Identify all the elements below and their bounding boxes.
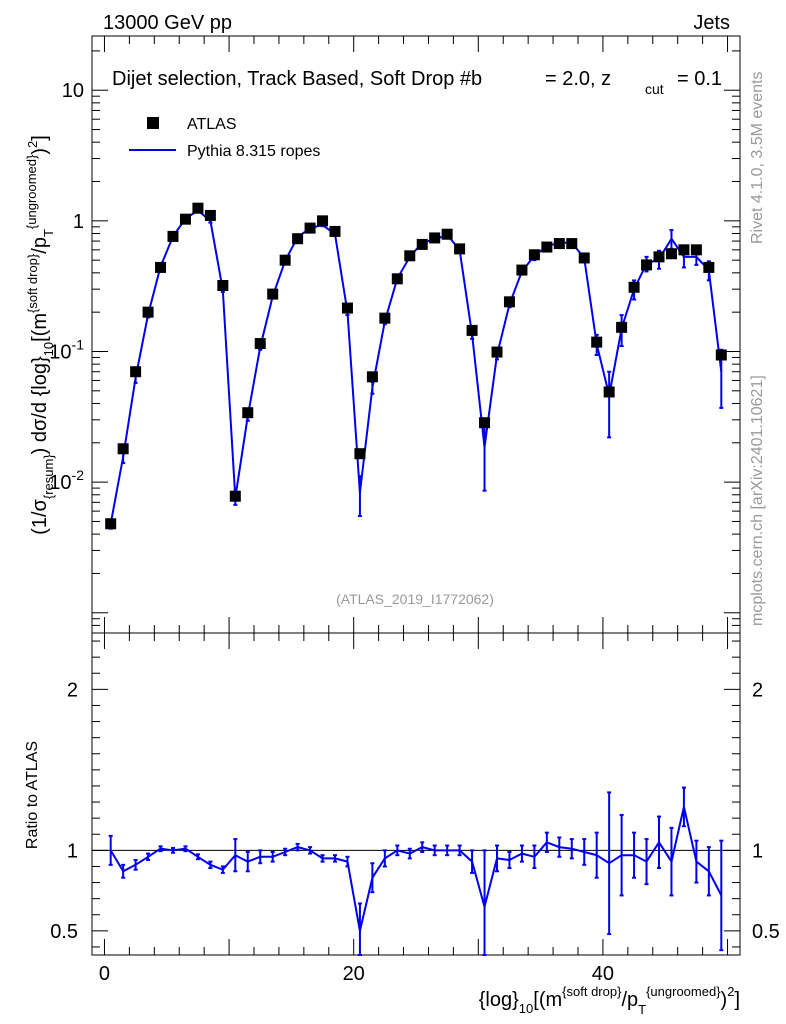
atlas-data-point bbox=[179, 213, 191, 225]
atlas-data-point bbox=[229, 490, 241, 502]
atlas-data-point bbox=[404, 250, 416, 262]
atlas-data-point bbox=[117, 443, 129, 455]
atlas-data-point bbox=[254, 338, 266, 350]
atlas-data-point bbox=[553, 238, 565, 250]
legend-mc-label: Pythia 8.315 ropes bbox=[187, 143, 320, 160]
atlas-data-point bbox=[292, 233, 304, 245]
atlas-data-point bbox=[703, 261, 715, 273]
atlas-data-point bbox=[167, 230, 179, 242]
atlas-data-point bbox=[366, 371, 378, 383]
atlas-data-point bbox=[678, 244, 690, 256]
legend-atlas-label: ATLAS bbox=[187, 116, 237, 133]
atlas-data-point bbox=[516, 264, 528, 276]
rivet-version-label: Rivet 4.1.0, 3.5M events bbox=[749, 71, 766, 244]
atlas-data-point bbox=[628, 281, 640, 293]
atlas-data-point bbox=[341, 302, 353, 314]
main-y-tick-label: 1 bbox=[73, 211, 84, 233]
atlas-data-point bbox=[304, 222, 316, 234]
ratio-plot-frame bbox=[91, 632, 741, 956]
category-label: Jets bbox=[693, 12, 730, 34]
ratio-y-tick-label-right: 1 bbox=[752, 840, 763, 862]
atlas-data-point bbox=[204, 209, 216, 221]
atlas-data-point bbox=[491, 346, 503, 358]
atlas-data-point bbox=[578, 252, 590, 264]
ratio-y-tick-label: 0.5 bbox=[50, 921, 78, 943]
atlas-data-point bbox=[591, 336, 603, 348]
ratio-y-tick-label-right: 2 bbox=[752, 679, 763, 701]
atlas-data-point bbox=[267, 288, 279, 300]
atlas-data-point bbox=[541, 241, 553, 253]
atlas-data-point bbox=[665, 248, 677, 260]
atlas-data-point bbox=[317, 215, 329, 227]
atlas-data-point bbox=[603, 386, 615, 398]
atlas-data-point bbox=[130, 366, 142, 378]
atlas-data-point bbox=[329, 225, 341, 237]
atlas-data-point bbox=[354, 448, 366, 460]
atlas-data-point bbox=[528, 249, 540, 261]
atlas-data-point bbox=[479, 417, 491, 429]
analysis-watermark: (ATLAS_2019_I1772062) bbox=[336, 591, 494, 607]
main-plot-title: Dijet selection, Track Based, Soft Drop … bbox=[112, 68, 722, 99]
atlas-data-point bbox=[454, 243, 466, 255]
atlas-data-point bbox=[690, 244, 702, 256]
atlas-data-point bbox=[379, 312, 391, 324]
x-axis-label: {log}10[(m{soft drop}/pT{ungroomed})2] bbox=[479, 984, 740, 1017]
atlas-data-point bbox=[641, 259, 653, 271]
atlas-data-point bbox=[279, 254, 291, 266]
atlas-data-point bbox=[416, 238, 428, 250]
atlas-data-point bbox=[441, 228, 453, 240]
atlas-data-point bbox=[429, 232, 441, 244]
ratio-y-tick-label-right: 0.5 bbox=[752, 921, 780, 943]
atlas-data-point bbox=[391, 273, 403, 285]
atlas-data-point bbox=[566, 238, 578, 250]
atlas-data-point bbox=[142, 306, 154, 318]
x-tick-label: 40 bbox=[592, 963, 614, 985]
atlas-data-point bbox=[503, 296, 515, 308]
ratio-series-line bbox=[109, 806, 723, 932]
atlas-data-point bbox=[155, 261, 167, 273]
atlas-data-point bbox=[653, 251, 665, 263]
ratio-y-axis-label: Ratio to ATLAS bbox=[24, 741, 41, 849]
x-tick-label: 20 bbox=[343, 963, 365, 985]
atlas-data-point bbox=[217, 279, 229, 291]
main-y-tick-label: 10 bbox=[62, 80, 84, 102]
main-y-tick-label: 10-2 bbox=[49, 467, 84, 494]
energy-label: 13000 GeV pp bbox=[103, 12, 232, 34]
atlas-data-point bbox=[616, 321, 628, 333]
atlas-data-point bbox=[466, 324, 478, 336]
atlas-data-point bbox=[715, 349, 727, 361]
mcplots-label: mcplots.cern.ch [arXiv:2401.10621] bbox=[749, 375, 766, 626]
ratio-y-tick-label: 1 bbox=[67, 840, 78, 862]
atlas-data-point bbox=[105, 518, 117, 530]
mc-series-line bbox=[109, 209, 723, 524]
legend-atlas-marker bbox=[147, 117, 159, 129]
atlas-data-point bbox=[242, 407, 254, 419]
ratio-y-tick-label: 2 bbox=[67, 679, 78, 701]
main-y-tick-label: 10-1 bbox=[49, 336, 84, 363]
atlas-data-point bbox=[192, 202, 204, 214]
x-tick-label: 0 bbox=[99, 963, 110, 985]
